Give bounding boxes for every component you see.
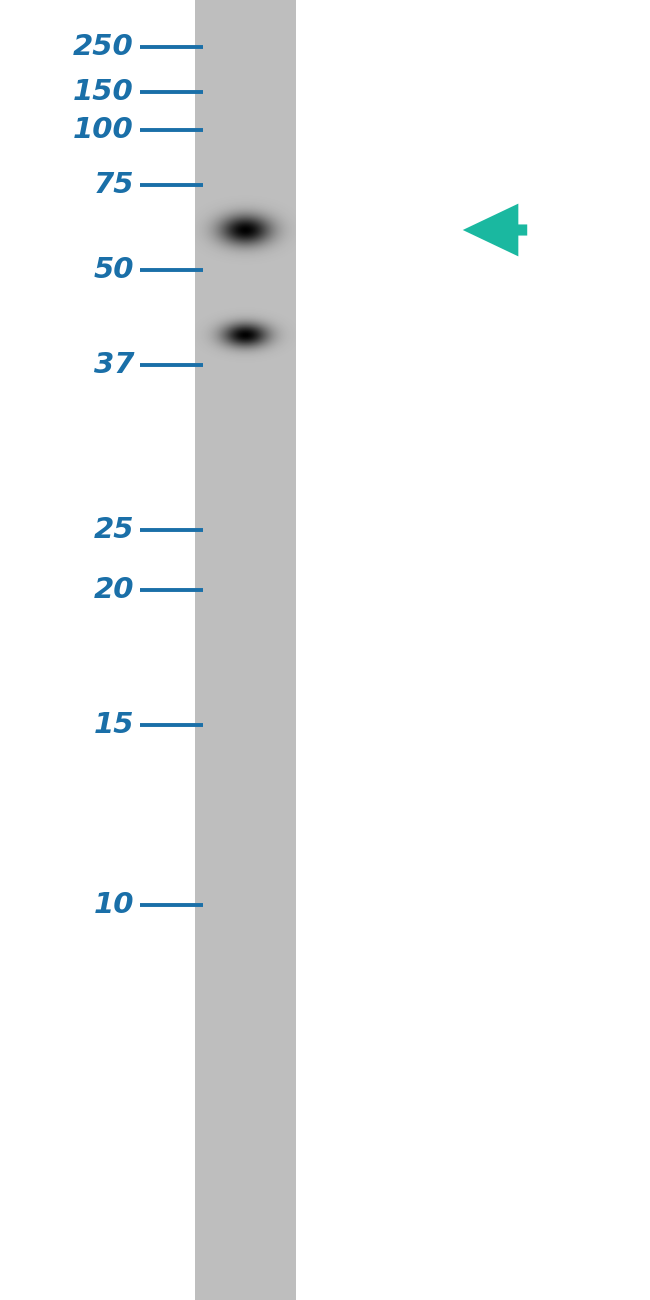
Text: 25: 25 [94,516,134,543]
Text: 250: 250 [73,32,134,61]
Bar [195,0,296,1300]
Text: 75: 75 [94,172,134,199]
Text: 150: 150 [73,78,134,107]
Text: 10: 10 [94,891,134,919]
Text: 15: 15 [94,711,134,738]
Text: 100: 100 [73,116,134,144]
Text: 50: 50 [94,256,134,283]
Text: 20: 20 [94,576,134,604]
Text: 37: 37 [94,351,134,380]
